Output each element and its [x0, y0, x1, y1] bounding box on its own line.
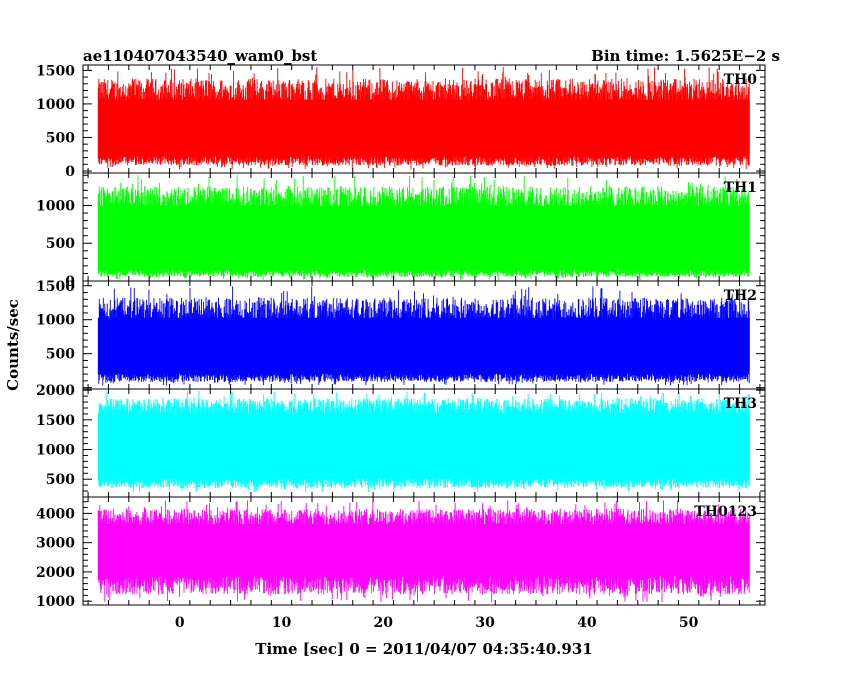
panel-th3: 500 1000 1500 2000 TH3	[36, 383, 766, 498]
series-line	[97, 67, 750, 170]
y-tick-label: 500	[46, 347, 75, 363]
series-line	[97, 500, 750, 603]
panel-th0123: 1000 2000 3000 4000 TH0123	[36, 496, 766, 610]
y-tick-label: 500	[46, 236, 75, 252]
bin-time-label: Bin time: 1.5625E−2 s	[591, 47, 780, 65]
series-line	[97, 286, 750, 386]
y-tick-label: 500	[46, 472, 75, 488]
x-tick-label: 50	[679, 615, 699, 631]
y-tick-label: 1000	[36, 313, 75, 329]
y-tick-label: 1000	[36, 594, 75, 610]
panel-label: TH2	[724, 288, 757, 304]
panels-group: 050010001500TH005001000TH150010001500TH2…	[36, 63, 766, 631]
x-axis-label: Time [sec] 0 = 2011/04/07 04:35:40.931	[255, 640, 592, 658]
y-tick-label: 500	[46, 130, 75, 146]
x-tick-label: 20	[374, 615, 394, 631]
y-tick-label: 1000	[36, 198, 75, 214]
y-tick-label: 1500	[36, 279, 75, 295]
panel-th0: 0 500 1000 1500 TH0	[36, 63, 766, 180]
panel-label: TH3	[724, 396, 757, 412]
y-tick-label: 1000	[36, 97, 75, 113]
y-tick-label: 1500	[36, 63, 75, 79]
y-tick-label: 0	[65, 274, 75, 290]
panel-frame	[82, 496, 766, 606]
panel-label: TH1	[724, 180, 757, 196]
x-tick-label: 40	[577, 615, 597, 631]
x-tick-label: 10	[272, 615, 292, 631]
panel-label: TH0	[724, 72, 758, 88]
x-tick-label: 30	[475, 615, 495, 631]
panel-th2: 500 1000 1500 TH2	[36, 279, 766, 390]
plot-title: ae110407043540_wam0_bst	[83, 47, 317, 65]
y-tick-label: 2000	[36, 383, 75, 399]
y-tick-label: 0	[65, 164, 75, 180]
panel-label: TH0123	[694, 504, 757, 520]
panel-th1: 0 500 1000 TH1	[36, 172, 766, 290]
y-tick-label: 1500	[36, 413, 75, 429]
x-tick-label: 0	[175, 615, 185, 631]
y-axis-label: Counts/sec	[4, 299, 22, 391]
series-line	[97, 175, 750, 281]
y-tick-label: 4000	[36, 506, 75, 522]
series-line	[97, 390, 750, 493]
y-tick-label: 2000	[36, 565, 75, 581]
y-tick-label: 1000	[36, 443, 75, 459]
y-tick-label: 3000	[36, 536, 75, 552]
